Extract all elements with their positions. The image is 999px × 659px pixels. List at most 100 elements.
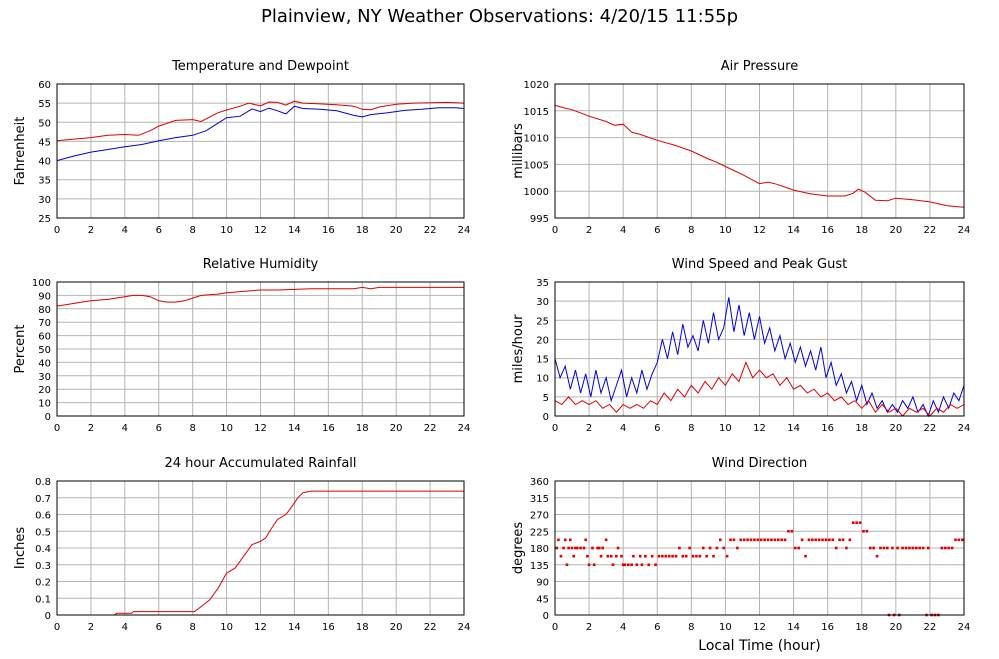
- data-point: [739, 538, 743, 542]
- x-tick-label: 18: [855, 622, 868, 633]
- y-axis-label: miles/hour: [511, 314, 526, 383]
- x-tick-label: 12: [753, 622, 766, 633]
- data-point: [821, 538, 824, 542]
- y-tick-label: 30: [536, 297, 549, 308]
- x-tick-label: 4: [620, 225, 626, 236]
- y-tick-label: 995: [530, 214, 549, 225]
- y-tick-label: 30: [38, 372, 51, 383]
- data-point: [736, 546, 739, 550]
- y-tick-label: 35: [38, 176, 51, 187]
- data-point: [604, 538, 608, 542]
- data-point: [896, 546, 899, 550]
- x-tick-label: 24: [458, 622, 471, 633]
- y-tick-label: 1015: [524, 107, 549, 118]
- x-tick-label: 10: [220, 225, 233, 236]
- data-point: [708, 546, 712, 550]
- x-tick-label: 8: [189, 225, 195, 236]
- data-point: [729, 538, 732, 542]
- data-point: [797, 546, 800, 550]
- chart-title: Wind Speed and Peak Gust: [672, 257, 847, 272]
- data-point: [753, 538, 756, 542]
- data-point: [635, 563, 639, 567]
- y-tick-label: 80: [38, 305, 51, 316]
- data-point: [572, 554, 576, 558]
- x-tick-label: 4: [122, 622, 128, 633]
- y-tick-label: 225: [530, 527, 549, 538]
- data-point: [891, 546, 894, 550]
- x-tick-label: 16: [322, 225, 335, 236]
- data-point: [674, 554, 678, 558]
- plot-frame: [56, 83, 465, 219]
- data-point: [599, 554, 603, 558]
- data-point: [732, 538, 736, 542]
- x-tick-label: 22: [924, 622, 937, 633]
- data-point: [787, 529, 790, 533]
- x-tick-label: 24: [958, 622, 971, 633]
- x-tick-label: 8: [688, 225, 694, 236]
- x-tick-label: 10: [719, 622, 732, 633]
- data-point: [926, 546, 930, 550]
- data-point: [814, 538, 818, 542]
- x-tick-label: 0: [54, 622, 60, 633]
- x-tick-label: 10: [719, 423, 732, 434]
- y-tick-label: 135: [530, 561, 549, 572]
- data-point: [630, 563, 633, 567]
- y-tick-label: 0.5: [35, 527, 51, 538]
- data-point: [947, 546, 950, 550]
- data-point: [858, 521, 862, 524]
- data-point: [557, 538, 560, 542]
- x-tick-label: 18: [356, 225, 369, 236]
- data-point: [601, 546, 605, 550]
- y-tick-label: 90: [38, 291, 51, 302]
- data-point: [954, 538, 957, 542]
- data-point: [722, 546, 726, 550]
- x-tick-label: 8: [189, 423, 195, 434]
- data-point: [681, 554, 685, 558]
- x-tick-label: 20: [889, 423, 902, 434]
- x-tick-label: 12: [753, 225, 766, 236]
- data-point: [828, 538, 831, 542]
- y-tick-label: 50: [38, 118, 51, 129]
- data-point: [615, 554, 618, 558]
- chart-title: 24 hour Accumulated Rainfall: [164, 456, 356, 471]
- data-point: [562, 546, 565, 550]
- data-point: [712, 554, 715, 558]
- y-axis-label: Percent: [13, 325, 28, 374]
- y-tick-label: 25: [536, 316, 549, 327]
- x-tick-label: 2: [88, 225, 94, 236]
- y-tick-label: 0: [543, 412, 549, 423]
- y-tick-label: 70: [38, 318, 51, 329]
- data-point: [872, 546, 875, 550]
- y-tick-label: 1020: [524, 80, 549, 91]
- x-tick-label: 22: [424, 622, 437, 633]
- data-point: [908, 546, 911, 550]
- y-tick-label: 1010: [524, 134, 549, 145]
- data-point: [654, 563, 657, 567]
- y-tick-label: 45: [536, 594, 549, 605]
- data-point: [640, 563, 644, 567]
- data-point: [695, 554, 698, 558]
- data-point: [626, 563, 630, 567]
- data-point: [940, 546, 944, 550]
- data-point: [606, 554, 610, 558]
- y-tick-label: 0: [543, 611, 549, 622]
- data-point: [575, 546, 579, 550]
- data-point: [664, 554, 668, 558]
- data-point: [804, 554, 807, 558]
- data-point: [957, 538, 961, 542]
- y-tick-label: 1005: [524, 160, 549, 171]
- x-tick-label: 0: [54, 225, 60, 236]
- data-point: [848, 538, 852, 542]
- data-point: [587, 563, 591, 567]
- data-point: [678, 546, 681, 550]
- x-tick-label: 22: [424, 225, 437, 236]
- x-tick-label: 4: [620, 622, 626, 633]
- x-tick-label: 2: [586, 622, 592, 633]
- data-point: [609, 554, 613, 558]
- data-point: [817, 538, 821, 542]
- x-tick-label: 4: [122, 225, 128, 236]
- x-tick-label: 16: [821, 423, 834, 434]
- x-tick-label: 10: [719, 225, 732, 236]
- y-tick-label: 0.6: [35, 511, 51, 522]
